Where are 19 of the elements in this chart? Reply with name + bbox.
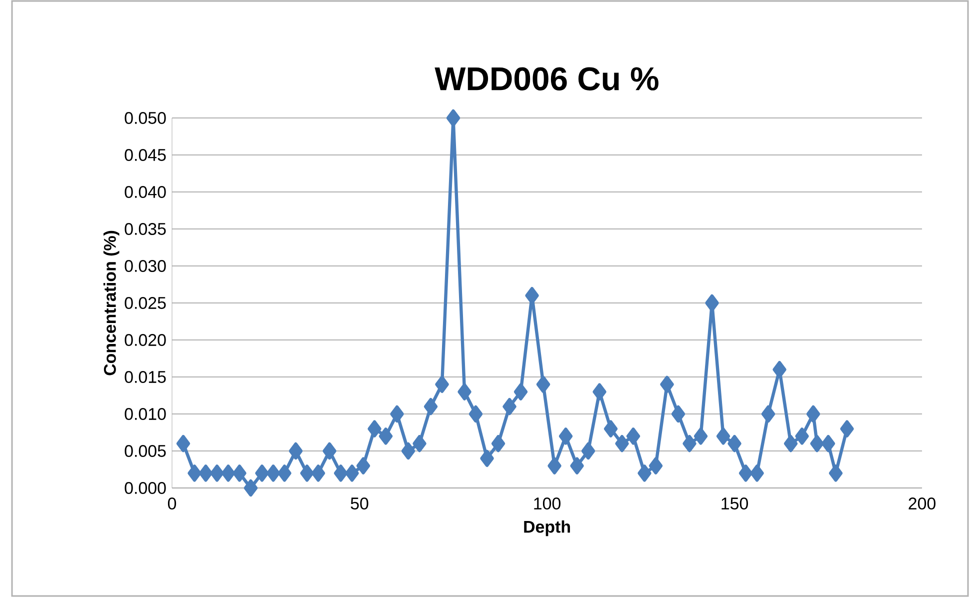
y-tick-label: 0.040 bbox=[124, 186, 166, 198]
x-tick-label: 0 bbox=[168, 498, 176, 510]
y-tick-label: 0.015 bbox=[124, 370, 166, 383]
y-axis-title: Concentration (%) bbox=[103, 230, 120, 376]
y-tick-label: 0.005 bbox=[124, 444, 166, 457]
y-tick-label: 0.020 bbox=[124, 334, 166, 346]
x-tick-label: 100 bbox=[534, 498, 560, 510]
x-tick-label: 150 bbox=[722, 498, 748, 510]
y-tick-label: 0.010 bbox=[124, 408, 166, 420]
chart-title: WDD006 Cu % bbox=[434, 67, 658, 90]
y-tick-label: 0.035 bbox=[124, 222, 166, 235]
y-tick-label: 0.050 bbox=[124, 112, 166, 124]
x-tick-label: 50 bbox=[350, 498, 368, 510]
x-axis-title: Depth bbox=[524, 520, 570, 536]
y-tick-label: 0.000 bbox=[124, 482, 166, 494]
y-tick-label: 0.025 bbox=[124, 296, 166, 309]
x-tick-label: 200 bbox=[908, 498, 936, 510]
y-tick-label: 0.045 bbox=[124, 148, 166, 161]
y-tick-label: 0.030 bbox=[124, 260, 166, 272]
